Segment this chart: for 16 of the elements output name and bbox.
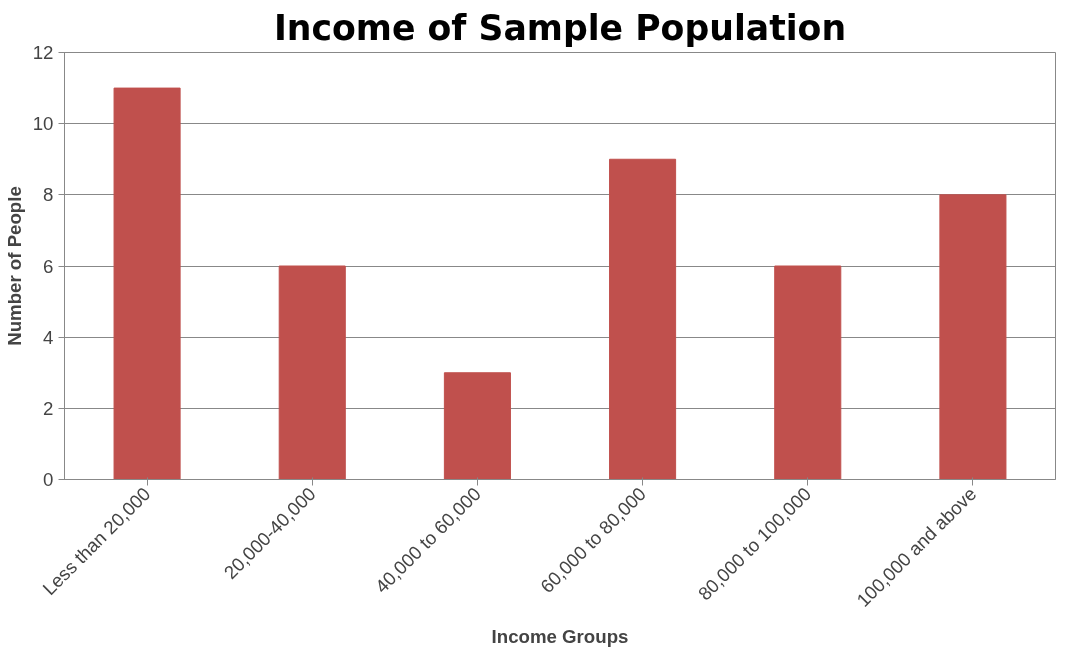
bar [278, 265, 346, 480]
y-tick-label: 8 [43, 184, 54, 206]
y-tick-label: 12 [32, 42, 54, 63]
y-tick-label: 0 [43, 469, 54, 490]
y-tick-label: 2 [43, 397, 54, 419]
bar [113, 87, 181, 480]
y-tick-label: 10 [32, 113, 54, 135]
chart-title: Income of Sample Population [273, 7, 847, 48]
bar [443, 372, 511, 480]
y-tick-label: 6 [43, 255, 54, 277]
bar [774, 265, 842, 480]
x-axis-title: Income Groups [491, 626, 629, 648]
bar [609, 158, 677, 480]
bar [939, 194, 1007, 480]
y-tick-label: 4 [43, 326, 54, 348]
y-axis-title: Number of People [3, 186, 25, 346]
